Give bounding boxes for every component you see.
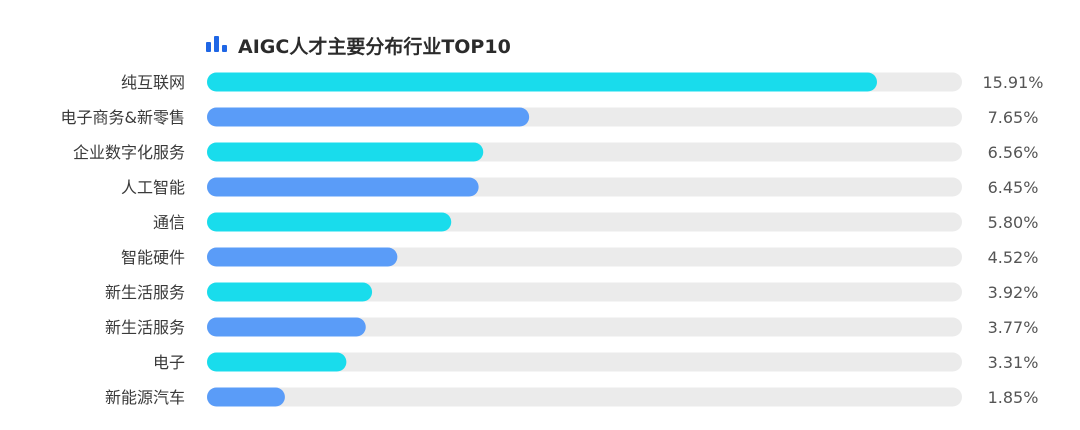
bar <box>207 247 398 267</box>
bar-chart-icon <box>206 36 227 52</box>
value-label: 15.91% <box>982 73 1043 92</box>
value-label: 6.45% <box>988 178 1039 197</box>
category-label: 人工智能 <box>121 178 185 197</box>
category-label: 电子 <box>153 353 185 372</box>
bar-track <box>207 387 962 407</box>
bar <box>207 142 484 162</box>
category-label: 新生活服务 <box>105 318 185 337</box>
value-label: 3.77% <box>988 318 1039 337</box>
value-label: 3.31% <box>988 353 1039 372</box>
category-label: 通信 <box>153 213 185 232</box>
bar <box>207 317 366 337</box>
category-label: 新生活服务 <box>105 283 185 302</box>
value-label: 6.56% <box>988 143 1039 162</box>
chart-title: AIGC人才主要分布行业TOP10 <box>238 35 511 58</box>
bar-track <box>207 317 962 337</box>
category-label: 纯互联网 <box>121 73 185 92</box>
bars-layer: 纯互联网 15.91% 电子商务&新零售 7.65% 企业数字化服务 6.56% 人工智能 6… <box>61 72 1044 407</box>
bar-track <box>207 282 962 302</box>
category-label: 企业数字化服务 <box>73 143 185 162</box>
bar <box>207 212 452 232</box>
value-label: 3.92% <box>988 283 1039 302</box>
bar <box>207 72 877 92</box>
bar <box>207 387 285 407</box>
category-label: 智能硬件 <box>121 248 185 267</box>
category-label: 新能源汽车 <box>105 388 185 407</box>
value-label: 1.85% <box>988 388 1039 407</box>
bar <box>207 107 530 127</box>
value-label: 5.80% <box>988 213 1039 232</box>
bar <box>207 282 373 302</box>
value-label: 7.65% <box>988 108 1039 127</box>
bar <box>207 177 479 197</box>
category-label: 电子商务&新零售 <box>61 108 185 127</box>
value-label: 4.52% <box>988 248 1039 267</box>
bar <box>207 352 347 372</box>
bar-track <box>207 352 962 372</box>
